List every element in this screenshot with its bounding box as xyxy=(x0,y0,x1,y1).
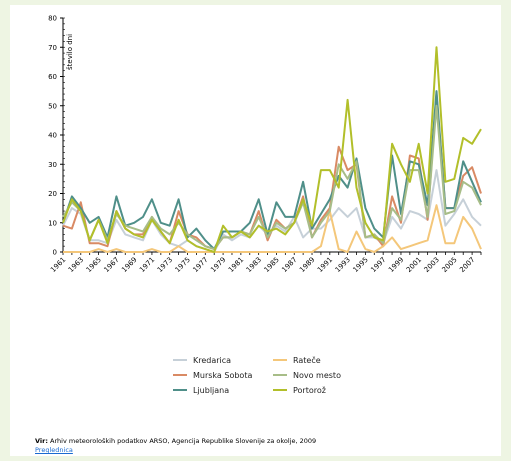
line-chart: 0 10 20 30 40 50 60 70 80 število dni 1961 1963 1965… xyxy=(48,15,482,274)
series-line-kredarica xyxy=(62,169,482,253)
x-tick-label: 1997 xyxy=(369,256,387,274)
legend-item-portoroz: Portorož xyxy=(273,384,326,396)
legend-label: Murska Sobota xyxy=(193,370,253,380)
y-tick-label: 70 xyxy=(48,44,57,52)
x-tick-label: 1975 xyxy=(174,256,192,274)
source-prefix: Vir: xyxy=(35,437,48,445)
y-axis-label: število dni xyxy=(66,34,74,70)
x-tick-label: 1991 xyxy=(316,256,334,274)
x-tick-label: 1973 xyxy=(156,256,174,274)
legend-item-ljubljana: Ljubljana xyxy=(173,384,229,396)
legend-item-ratece: Rateče xyxy=(273,354,321,366)
legend-swatch xyxy=(173,374,187,376)
legend-swatch xyxy=(173,359,187,361)
legend-label: Kredarica xyxy=(193,355,232,365)
x-tick-label: 1983 xyxy=(245,256,263,274)
y-tick-label: 50 xyxy=(48,102,57,110)
x-tick-label: 1979 xyxy=(209,256,227,274)
x-tick-label: 1977 xyxy=(191,256,209,274)
x-tick-label: 1963 xyxy=(67,256,85,274)
legend-swatch xyxy=(273,374,287,376)
legend-label: Novo mesto xyxy=(293,370,341,380)
x-tick-label: 1971 xyxy=(138,256,156,274)
source-text: Arhiv meteoroloških podatkov ARSO, Agenc… xyxy=(47,437,317,445)
y-tick-label: 10 xyxy=(48,219,57,227)
source-note: Vir: Arhiv meteoroloških podatkov ARSO, … xyxy=(35,437,316,454)
table-link[interactable]: Preglednica xyxy=(35,446,73,454)
x-tick-label: 1969 xyxy=(120,256,138,274)
series-line-ljubljana xyxy=(62,90,482,251)
x-tick-label: 1985 xyxy=(263,256,281,274)
y-tick-label: 30 xyxy=(48,161,57,169)
x-tick-label: 1981 xyxy=(227,256,245,274)
legend-label: Portorož xyxy=(293,385,326,395)
legend-item-novo-mesto: Novo mesto xyxy=(273,369,341,381)
legend-swatch xyxy=(273,359,287,361)
x-tick-label: 1987 xyxy=(280,256,298,274)
legend-swatch xyxy=(273,389,287,391)
x-tick-label: 2001 xyxy=(405,256,423,274)
x-tick-label: 1961 xyxy=(49,256,67,274)
legend-swatch xyxy=(173,389,187,391)
x-tick-label: 2005 xyxy=(440,256,458,274)
y-tick-label: 80 xyxy=(48,15,57,23)
legend-item-murska-sobota: Murska Sobota xyxy=(173,369,252,381)
x-tick-label: 1989 xyxy=(298,256,316,274)
series-line-portoro- xyxy=(62,46,482,253)
y-tick-label: 0 xyxy=(53,249,57,257)
x-tick-label: 1965 xyxy=(85,256,103,274)
y-tick-label: 20 xyxy=(48,190,57,198)
y-tick-label: 60 xyxy=(48,73,57,81)
x-tick-label: 2003 xyxy=(423,256,441,274)
x-tick-label: 1999 xyxy=(387,256,405,274)
legend-label: Rateče xyxy=(293,355,321,365)
series-line-rate-e xyxy=(63,204,482,253)
y-tick-label: 40 xyxy=(48,132,57,140)
x-tick-label: 1995 xyxy=(352,256,370,274)
legend-label: Ljubljana xyxy=(193,385,230,395)
chart-card: 0 10 20 30 40 50 60 70 80 število dni 1961 1963 1965… xyxy=(10,5,501,456)
x-tick-label: 2007 xyxy=(458,256,476,274)
legend-item-kredarica: Kredarica xyxy=(173,354,231,366)
x-tick-label: 1967 xyxy=(103,256,121,274)
x-tick-label: 1993 xyxy=(334,256,352,274)
